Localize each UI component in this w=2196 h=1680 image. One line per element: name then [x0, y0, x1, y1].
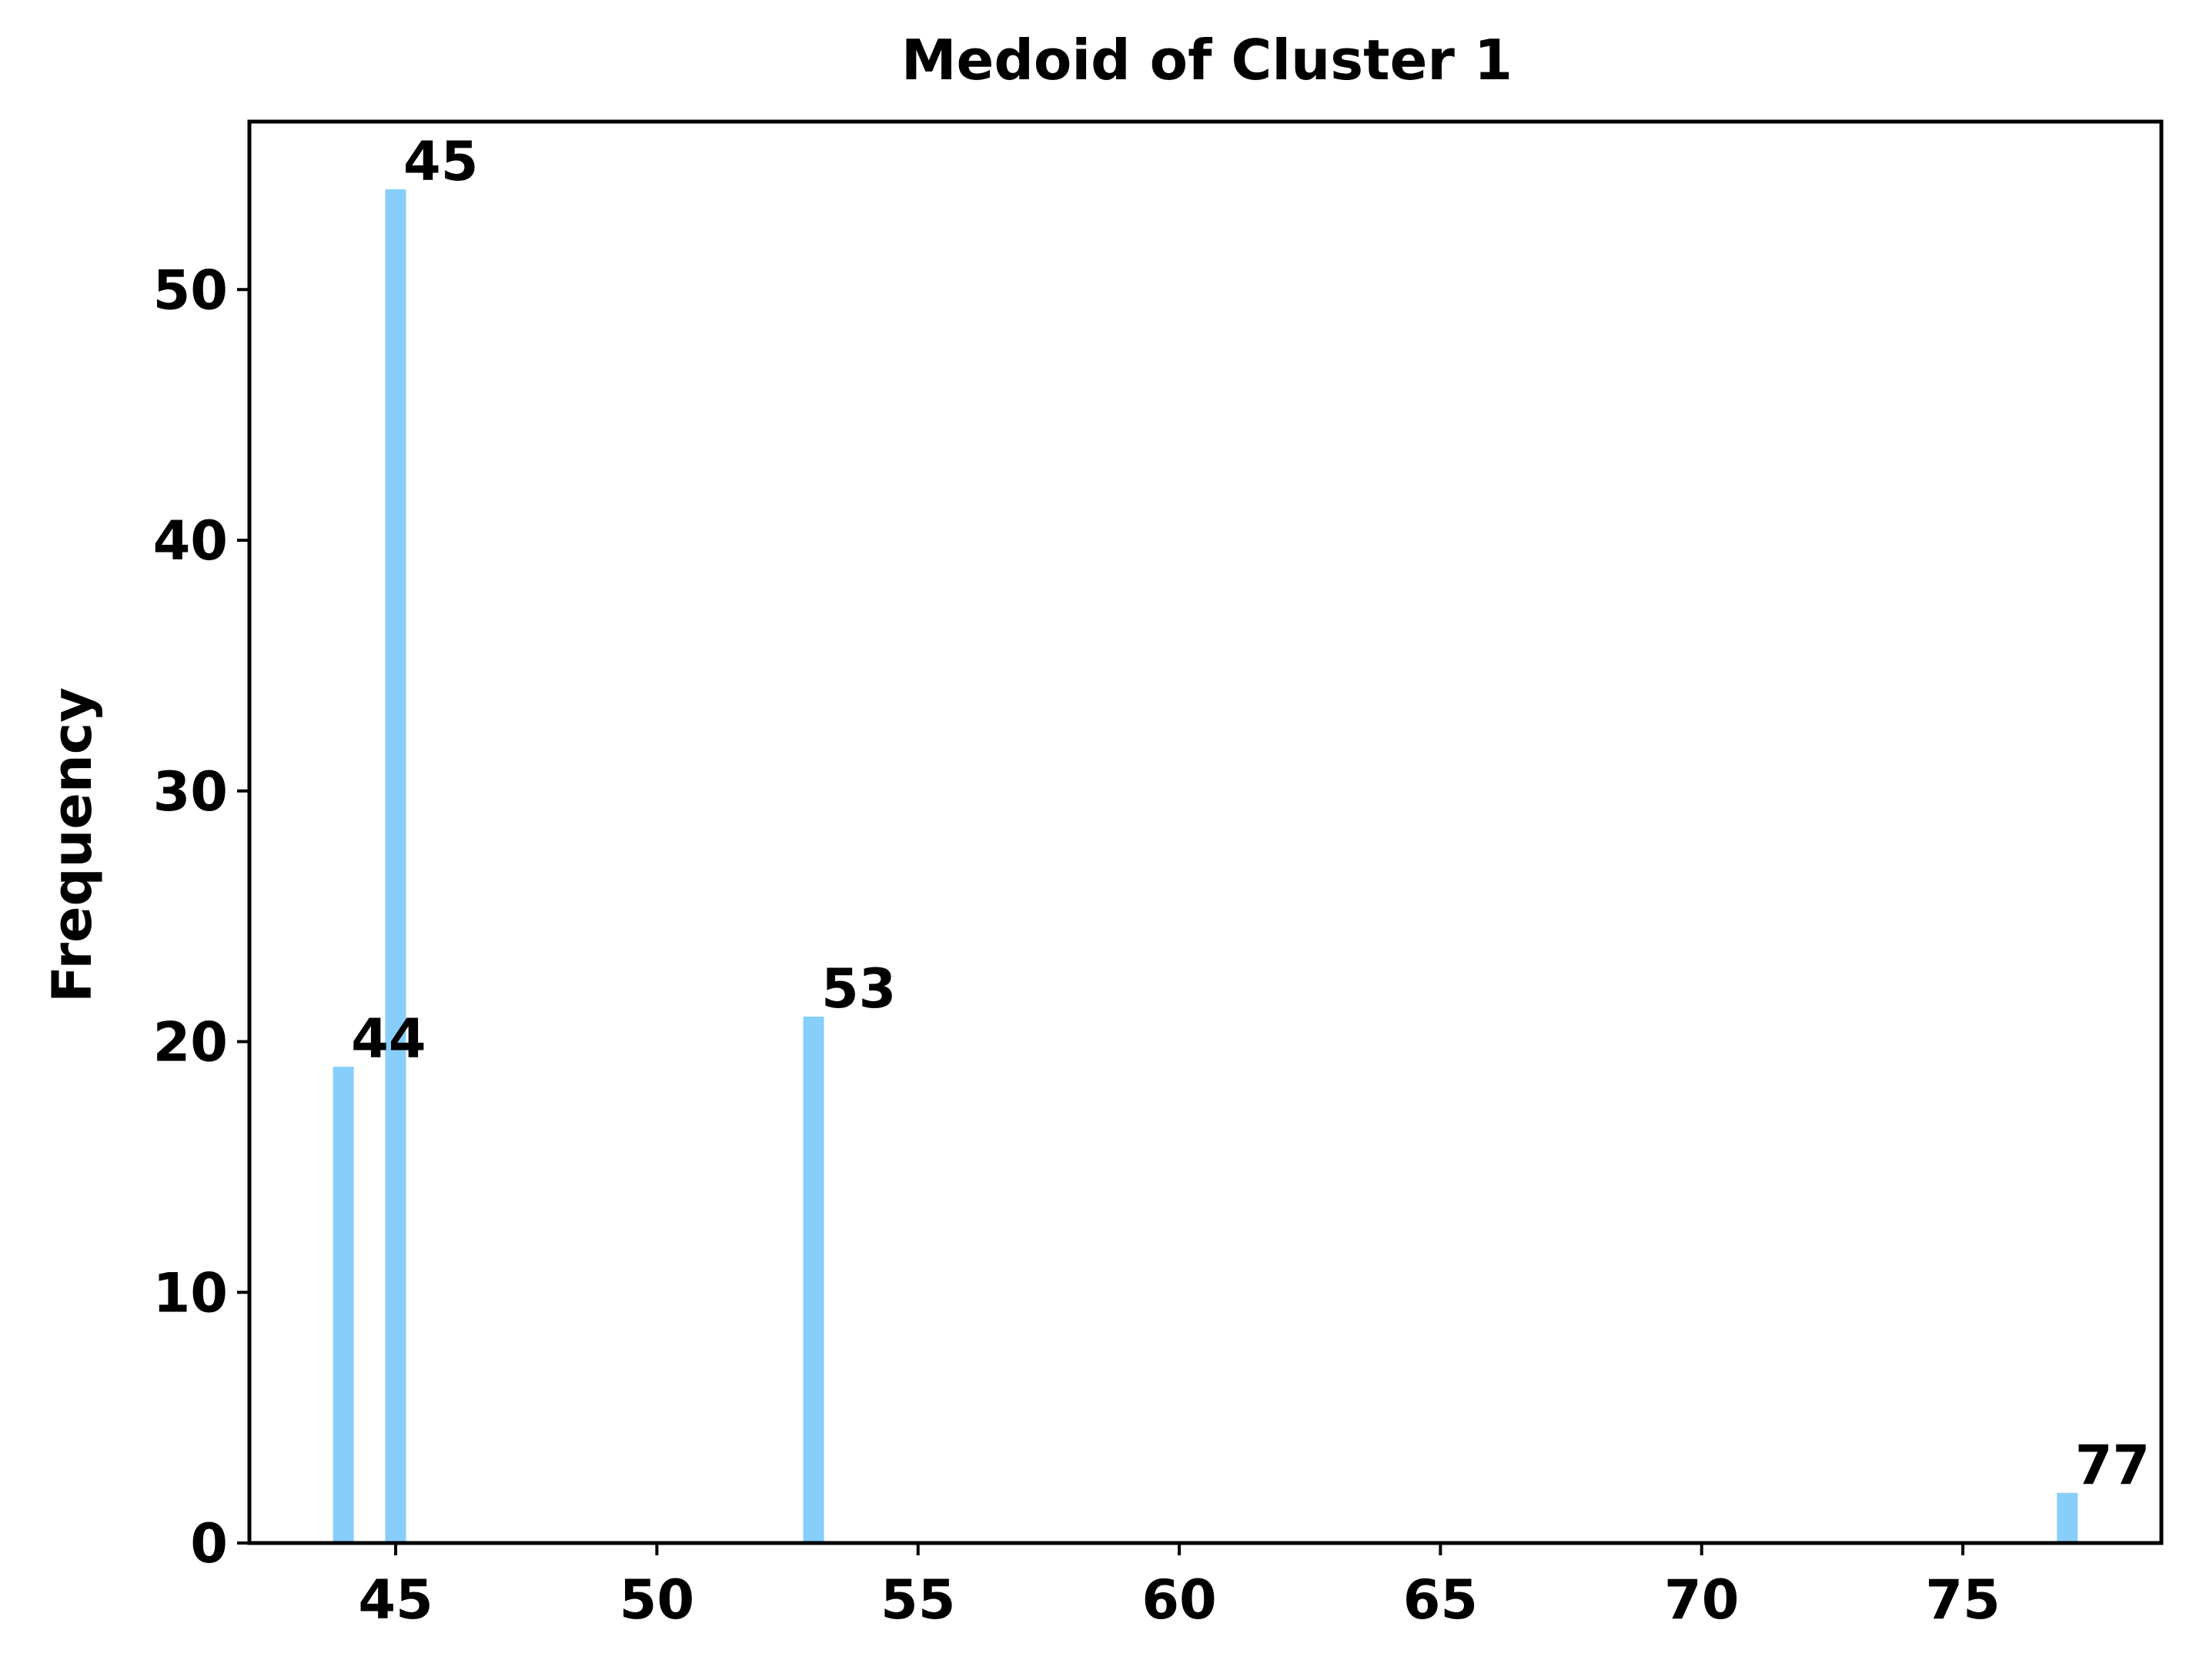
- bar-labels-group: 44 45 53 77: [351, 130, 2150, 1497]
- y-tick-label: 10: [153, 1261, 228, 1324]
- bar-label-45: 45: [403, 130, 478, 193]
- bar-45: [385, 189, 406, 1543]
- plot-frame: [247, 119, 2164, 1545]
- y-axis-label: Frequency: [41, 687, 104, 1003]
- bar-44: [333, 1067, 354, 1543]
- y-tick-label: 0: [190, 1512, 228, 1575]
- x-tick-label: 45: [358, 1568, 433, 1632]
- y-tick-label: 40: [153, 509, 228, 573]
- bar-label-44: 44: [351, 1007, 426, 1070]
- y-tick-label: 30: [153, 760, 228, 823]
- bars-group: [333, 189, 2078, 1543]
- x-axis: 45 50 55 60 65 70 75: [358, 1543, 2000, 1632]
- chart-title: Medoid of Cluster 1: [901, 28, 1512, 92]
- y-tick-label: 50: [153, 259, 228, 322]
- bar-53: [803, 1016, 824, 1543]
- x-tick-label: 75: [1925, 1568, 2000, 1632]
- y-tick-label: 20: [153, 1011, 228, 1074]
- x-tick-label: 50: [620, 1568, 694, 1632]
- x-tick-label: 65: [1403, 1568, 1478, 1632]
- bar-77: [2057, 1492, 2078, 1543]
- x-tick-label: 55: [881, 1568, 955, 1632]
- x-tick-label: 70: [1664, 1568, 1739, 1632]
- bar-label-77: 77: [2075, 1434, 2150, 1497]
- x-tick-label: 60: [1141, 1568, 1216, 1632]
- bar-label-53: 53: [821, 957, 896, 1020]
- y-axis: 0 10 20 30 40 50: [153, 259, 249, 1575]
